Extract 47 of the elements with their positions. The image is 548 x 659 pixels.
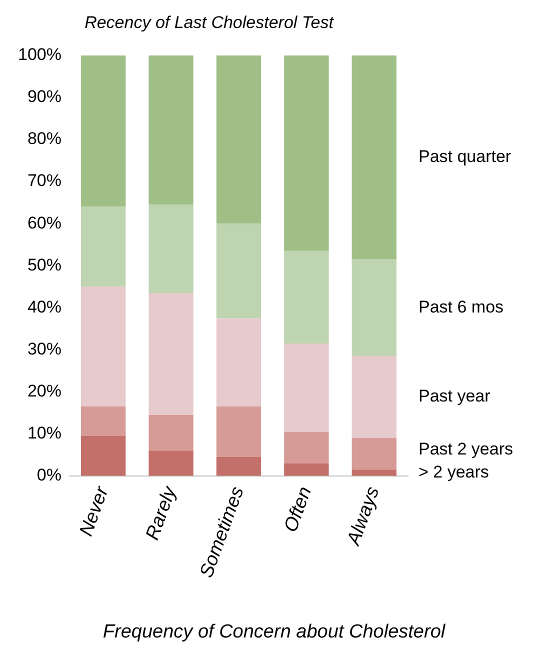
bar <box>216 224 262 318</box>
y-tick-label: 30% <box>27 339 62 358</box>
series-label: Past 6 mos <box>418 297 504 316</box>
x-tick-label: Often <box>280 484 316 535</box>
y-tick-label: 40% <box>27 297 62 316</box>
x-tick-label: Rarely <box>142 482 182 543</box>
series-label: Past 2 years <box>418 439 513 458</box>
y-tick-label: 10% <box>27 424 62 443</box>
y-tick-label: 20% <box>27 381 62 400</box>
bar <box>148 55 194 205</box>
y-tick-label: 50% <box>27 255 62 274</box>
bar <box>216 318 262 407</box>
y-tick-label: 0% <box>36 466 62 485</box>
bar <box>80 406 126 436</box>
bar <box>284 55 329 251</box>
y-tick-label: 60% <box>27 213 62 232</box>
y-tick-label: 90% <box>27 87 62 106</box>
bar <box>284 432 329 464</box>
bar <box>80 286 126 407</box>
bar <box>148 292 194 415</box>
bar <box>216 55 262 224</box>
bar <box>352 438 396 470</box>
series-label: Past quarter <box>418 147 512 166</box>
bar <box>352 470 396 476</box>
bar <box>80 55 126 207</box>
y-tick-label: 70% <box>27 171 62 190</box>
bar <box>352 55 396 260</box>
series-label: Past year <box>418 386 491 406</box>
bar <box>148 204 194 293</box>
bar <box>352 259 396 356</box>
y-tick-label: 100% <box>18 45 62 64</box>
x-tick-label: Always <box>343 484 384 549</box>
bar <box>148 450 194 476</box>
bar <box>284 463 329 476</box>
bar <box>216 406 262 457</box>
bar <box>80 436 126 476</box>
chart-title: Recency of Last Cholesterol Test <box>84 12 335 32</box>
bar <box>80 206 126 287</box>
bar <box>216 456 262 476</box>
series-label: > 2 years <box>418 462 489 482</box>
y-tick-label: 80% <box>27 129 62 148</box>
x-axis-title: Frequency of Concern about Cholesterol <box>102 621 446 642</box>
bar <box>148 414 194 451</box>
bar <box>352 356 396 438</box>
bar <box>284 343 329 432</box>
bar <box>284 250 329 344</box>
x-tick-label: Never <box>76 484 114 539</box>
